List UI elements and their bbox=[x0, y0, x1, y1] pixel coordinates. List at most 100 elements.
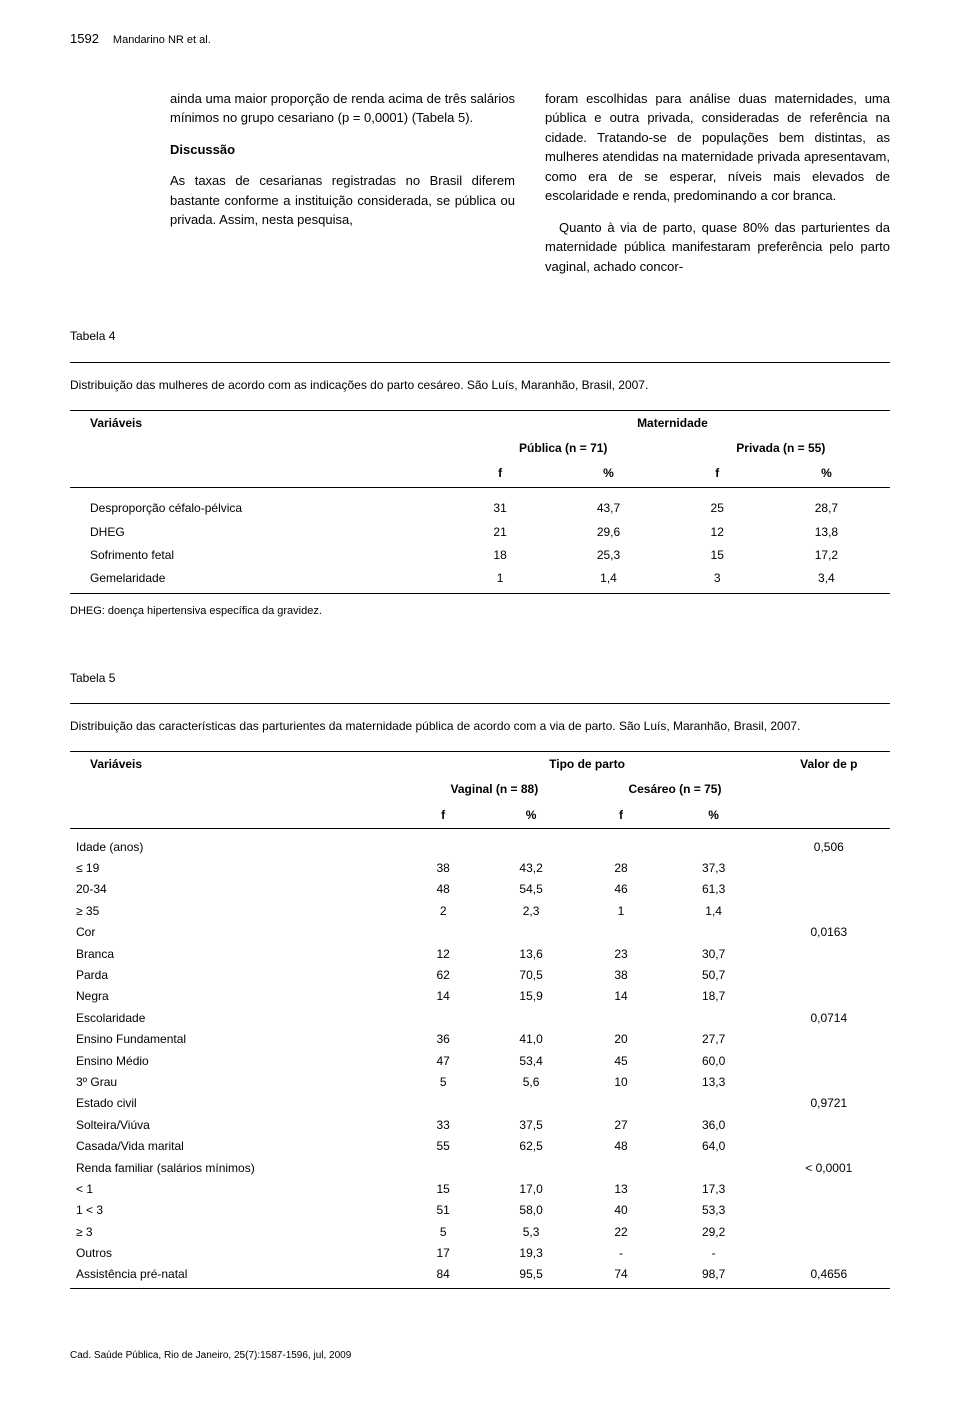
cell-p bbox=[768, 986, 890, 1007]
cell: 62 bbox=[406, 965, 479, 986]
cell: 21 bbox=[455, 521, 546, 544]
cell: 5 bbox=[406, 1222, 479, 1243]
cell: 3 bbox=[672, 567, 763, 590]
cell: 3,4 bbox=[763, 567, 890, 590]
rule bbox=[70, 362, 890, 363]
left-paragraph-1: ainda uma maior proporção de renda acima… bbox=[170, 89, 515, 128]
cell-p bbox=[768, 1200, 890, 1221]
table-row: Desproporção céfalo-pélvica3143,72528,7 bbox=[70, 497, 890, 520]
cell: 22 bbox=[582, 1222, 659, 1243]
cell-label: Desproporção céfalo-pélvica bbox=[70, 497, 455, 520]
cell: 25,3 bbox=[545, 544, 671, 567]
cell-p bbox=[768, 1072, 890, 1093]
cell-label: Ensino Fundamental bbox=[70, 1029, 406, 1050]
table-row: < 11517,01317,3 bbox=[70, 1179, 890, 1200]
cell: 43,2 bbox=[480, 858, 582, 879]
cell: 30,7 bbox=[660, 944, 768, 965]
cell: 38 bbox=[406, 858, 479, 879]
cell: 17,3 bbox=[660, 1179, 768, 1200]
table-row: Sofrimento fetal1825,31517,2 bbox=[70, 544, 890, 567]
right-paragraph-1: foram escolhidas para análise duas mater… bbox=[545, 89, 890, 206]
cell-label: 20-34 bbox=[70, 879, 406, 900]
table-row: Cor 0,0163 bbox=[70, 922, 890, 943]
cell: 27,7 bbox=[660, 1029, 768, 1050]
cell-group-label: Cor bbox=[70, 922, 406, 943]
cell-label: Negra bbox=[70, 986, 406, 1007]
table-row: Gemelaridade11,433,4 bbox=[70, 567, 890, 590]
cell-p bbox=[768, 1243, 890, 1264]
th-variaveis: Variáveis bbox=[70, 410, 455, 487]
table-4: Variáveis Maternidade Pública (n = 71) P… bbox=[70, 410, 890, 591]
cell: 28 bbox=[582, 858, 659, 879]
cell-label: Ensino Médio bbox=[70, 1051, 406, 1072]
cell: 31 bbox=[455, 497, 546, 520]
cell: 74 bbox=[582, 1264, 659, 1285]
cell-label: Assistência pré-natal bbox=[70, 1264, 406, 1285]
cell-p: 0,506 bbox=[768, 837, 890, 858]
cell: 62,5 bbox=[480, 1136, 582, 1157]
cell: 12 bbox=[672, 521, 763, 544]
cell: 2 bbox=[406, 901, 479, 922]
cell: 13,6 bbox=[480, 944, 582, 965]
table-row: 3º Grau55,61013,3 bbox=[70, 1072, 890, 1093]
cell: 17,2 bbox=[763, 544, 890, 567]
cell-label: Casada/Vida marital bbox=[70, 1136, 406, 1157]
rule bbox=[70, 703, 890, 704]
cell: 51 bbox=[406, 1200, 479, 1221]
cell-p bbox=[768, 965, 890, 986]
cell: 23 bbox=[582, 944, 659, 965]
table-row: Casada/Vida marital5562,54864,0 bbox=[70, 1136, 890, 1157]
cell: 70,5 bbox=[480, 965, 582, 986]
table-5: Variáveis Tipo de parto Valor de p Vagin… bbox=[70, 751, 890, 1286]
cell: 60,0 bbox=[660, 1051, 768, 1072]
table-row: Solteira/Viúva3337,52736,0 bbox=[70, 1115, 890, 1136]
cell: 36,0 bbox=[660, 1115, 768, 1136]
discussion-heading: Discussão bbox=[170, 140, 515, 160]
table-row: Branca1213,62330,7 bbox=[70, 944, 890, 965]
cell: 15 bbox=[672, 544, 763, 567]
cell: 95,5 bbox=[480, 1264, 582, 1285]
cell: 1,4 bbox=[545, 567, 671, 590]
cell: 17,0 bbox=[480, 1179, 582, 1200]
table-row: Ensino Fundamental3641,02027,7 bbox=[70, 1029, 890, 1050]
cell: 15 bbox=[406, 1179, 479, 1200]
table-row: ≥ 355,32229,2 bbox=[70, 1222, 890, 1243]
th-publica: Pública (n = 71) bbox=[455, 436, 672, 461]
table-row: Escolaridade0,0714 bbox=[70, 1008, 890, 1029]
cell: 36 bbox=[406, 1029, 479, 1050]
cell: 13,3 bbox=[660, 1072, 768, 1093]
th-cesareo: Cesáreo (n = 75) bbox=[582, 777, 767, 802]
table-row: Parda6270,53850,7 bbox=[70, 965, 890, 986]
cell-group-label: Idade (anos) bbox=[70, 837, 406, 858]
cell-label: ≥ 3 bbox=[70, 1222, 406, 1243]
cell: 53,4 bbox=[480, 1051, 582, 1072]
cell-p bbox=[768, 858, 890, 879]
th5-pct2: % bbox=[660, 803, 768, 828]
cell-p: 0,0163 bbox=[768, 922, 890, 943]
cell: 27 bbox=[582, 1115, 659, 1136]
table-5-label: Tabela 5 bbox=[70, 670, 890, 687]
th5-f2: f bbox=[582, 803, 659, 828]
th-vaginal: Vaginal (n = 88) bbox=[406, 777, 582, 802]
table-row: Ensino Médio4753,44560,0 bbox=[70, 1051, 890, 1072]
table-row: Estado civil0,9721 bbox=[70, 1093, 890, 1114]
table-row: Outros1719,3-- bbox=[70, 1243, 890, 1264]
cell-p bbox=[768, 1222, 890, 1243]
table-row: Negra1415,91418,7 bbox=[70, 986, 890, 1007]
cell: 12 bbox=[406, 944, 479, 965]
table-row: ≥ 3522,311,4 bbox=[70, 901, 890, 922]
table-4-note: DHEG: doença hipertensiva específica da … bbox=[70, 604, 890, 620]
cell: 17 bbox=[406, 1243, 479, 1264]
page-number: 1592 bbox=[70, 30, 99, 49]
cell-group-label: Renda familiar (salários mínimos) bbox=[70, 1158, 406, 1179]
cell-p bbox=[768, 901, 890, 922]
cell: 19,3 bbox=[480, 1243, 582, 1264]
cell: 48 bbox=[582, 1136, 659, 1157]
cell-label: 1 < 3 bbox=[70, 1200, 406, 1221]
cell: 2,3 bbox=[480, 901, 582, 922]
cell: 13 bbox=[582, 1179, 659, 1200]
cell: 1 bbox=[455, 567, 546, 590]
table-4-block: Tabela 4 Distribuição das mulheres de ac… bbox=[70, 328, 890, 619]
cell: 25 bbox=[672, 497, 763, 520]
cell-label: Solteira/Viúva bbox=[70, 1115, 406, 1136]
